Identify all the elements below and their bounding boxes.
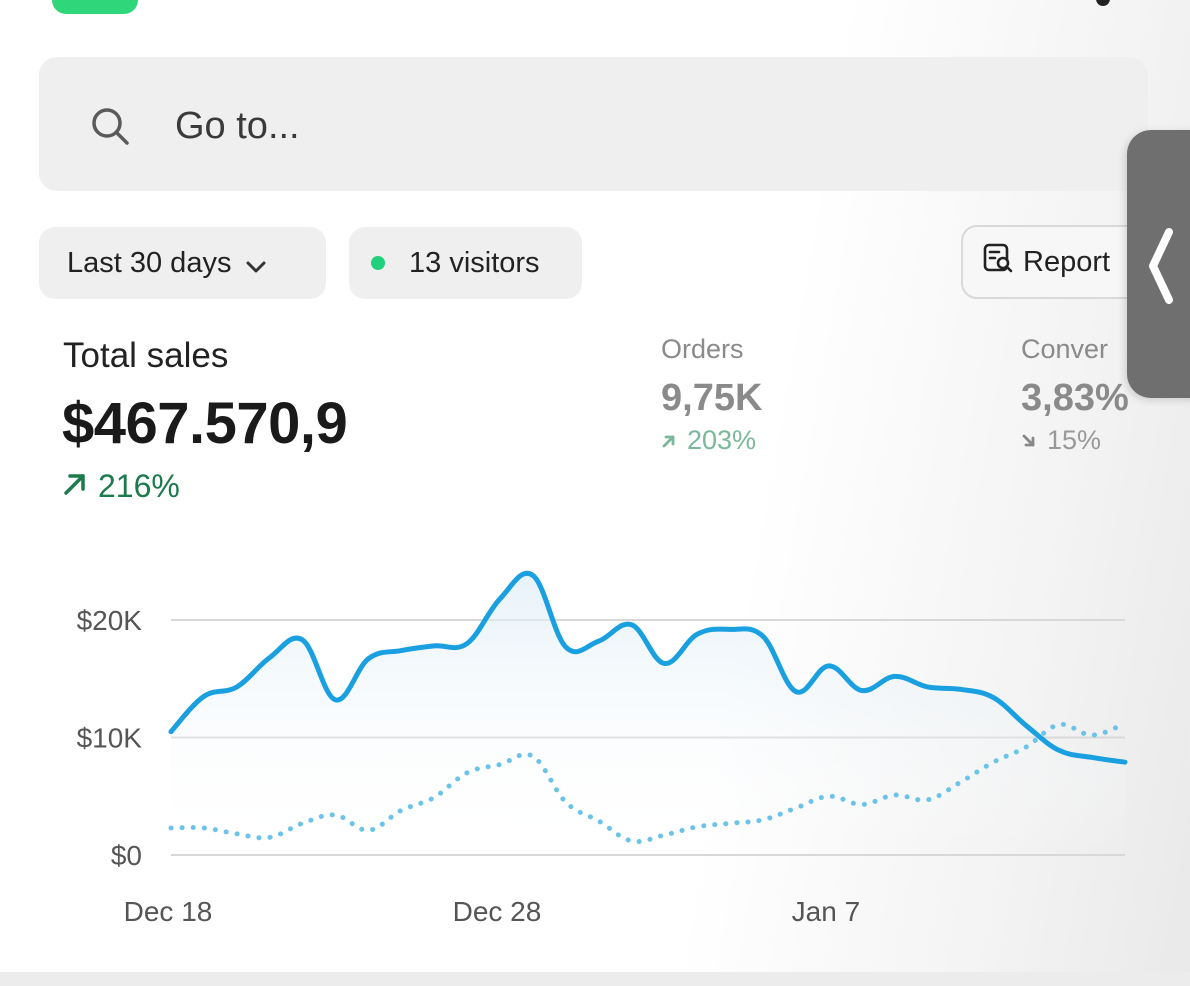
orders-change-value: 203% (687, 425, 757, 455)
bottom-divider (0, 972, 1190, 986)
conversion-change-value: 15% (1047, 425, 1102, 455)
chevron-down-icon (245, 249, 267, 282)
y-tick-label: $10K (77, 723, 143, 754)
y-tick-label: $20K (77, 605, 143, 636)
conversion-value: 3,83% (1021, 377, 1129, 419)
total-sales-label: Total sales (63, 336, 229, 375)
search-icon (90, 106, 130, 146)
total-sales-change-value: 216% (98, 468, 180, 504)
search-input[interactable] (173, 97, 1077, 155)
orders-change: 203% (661, 425, 756, 456)
live-status-dot (371, 256, 385, 270)
x-tick-label: Dec 18 (124, 896, 213, 927)
x-tick-label: Dec 28 (453, 896, 542, 927)
visitors-label: 13 visitors (409, 246, 540, 279)
search-bar[interactable] (39, 57, 1148, 191)
orders-label: Orders (661, 334, 744, 364)
profile-dot[interactable] (1096, 0, 1110, 6)
total-sales-change: 216% (62, 468, 180, 505)
date-range-label: Last 30 days (67, 246, 232, 279)
orders-value: 9,75K (661, 377, 763, 419)
app-logo-pill[interactable] (52, 0, 138, 14)
date-range-dropdown[interactable]: Last 30 days (39, 227, 326, 299)
report-icon (981, 241, 1015, 283)
arrow-up-right-icon (661, 425, 687, 456)
side-panel-toggle[interactable] (1127, 130, 1190, 398)
report-label: Report (1023, 245, 1111, 278)
conversion-change: 15% (1021, 425, 1101, 456)
sales-area-fill (171, 573, 1125, 855)
arrow-down-right-icon (1021, 425, 1047, 456)
y-tick-label: $0 (111, 840, 142, 871)
conversion-label: Conver (1021, 334, 1109, 364)
live-visitors-button[interactable]: 13 visitors (349, 227, 582, 299)
comparison-series-line (168, 720, 1128, 844)
total-sales-value: $467.570,9 (62, 391, 348, 456)
sales-series-line (168, 570, 1128, 765)
arrow-up-right-icon (62, 468, 98, 505)
x-tick-label: Jan 7 (792, 896, 861, 927)
